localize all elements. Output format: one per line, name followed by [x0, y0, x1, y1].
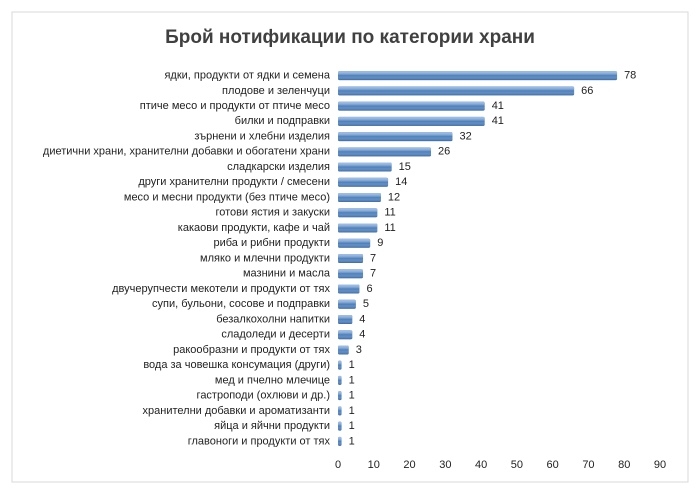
- y-tick-label: зърнени и хлебни изделия: [194, 130, 330, 142]
- y-tick-label: плодове и зеленчуци: [222, 85, 330, 97]
- chart-title: Брой нотификации по категории храни: [165, 27, 535, 48]
- data-label: 5: [363, 298, 369, 310]
- bar-shine: [338, 223, 378, 233]
- data-label: 9: [377, 237, 383, 249]
- y-tick-label: мед и пчелно млечице: [215, 374, 330, 386]
- bar-shine: [338, 116, 485, 126]
- data-label: 4: [359, 329, 365, 341]
- x-tick-label: 40: [475, 459, 487, 471]
- bar-shine: [338, 193, 381, 203]
- y-tick-label: сладкарски изделия: [227, 161, 330, 173]
- y-tick-label: мазнини и масла: [243, 268, 331, 280]
- bar-shine: [338, 254, 364, 263]
- y-tick-label: птиче месо и продукти от птиче месо: [140, 100, 330, 112]
- x-tick-label: 60: [547, 459, 559, 471]
- data-label: 4: [359, 313, 365, 325]
- bar-shine: [338, 406, 342, 416]
- y-tick-label: какаови продукти, кафе и чай: [178, 222, 330, 234]
- bar-shine: [338, 421, 342, 431]
- bar-shine: [338, 269, 364, 279]
- data-label: 32: [459, 130, 471, 142]
- data-label: 41: [492, 100, 504, 112]
- x-tick-label: 20: [403, 459, 415, 471]
- y-tick-label: месо и месни продукти (без птиче месо): [124, 191, 330, 203]
- y-tick-label: яйца и яйчни продукти: [214, 420, 330, 432]
- bar-shine: [338, 436, 342, 446]
- x-tick-label: 90: [654, 459, 666, 471]
- bar-shine: [338, 147, 432, 157]
- data-label: 1: [349, 435, 355, 447]
- bar-shine: [338, 345, 349, 355]
- bar-shine: [338, 162, 392, 172]
- bar-shine: [338, 391, 342, 401]
- x-tick-label: 0: [335, 459, 341, 471]
- y-tick-label: ракообразни и продукти от тях: [173, 344, 330, 356]
- bar-shine: [338, 314, 353, 324]
- data-label: 11: [384, 222, 395, 234]
- y-tick-label: гастроподи (охлюви и др.): [197, 390, 330, 402]
- bar-shine: [338, 71, 618, 81]
- bar-shine: [338, 375, 342, 385]
- data-label: 3: [356, 344, 362, 356]
- data-label: 12: [388, 191, 400, 203]
- y-tick-label: ядки, продукти от ядки и семена: [164, 70, 330, 82]
- data-label: 11: [384, 207, 395, 219]
- data-label: 1: [349, 405, 355, 417]
- data-label: 1: [349, 374, 355, 386]
- bar-shine: [338, 238, 371, 248]
- data-label: 1: [349, 390, 355, 402]
- data-label: 1: [349, 420, 355, 432]
- y-tick-label: вода за човешка консумация (други): [143, 359, 330, 371]
- y-tick-label: хранителни добавки и ароматизанти: [143, 405, 330, 417]
- data-label: 7: [370, 268, 376, 280]
- y-tick-label: други хранителни продукти / смесени: [138, 176, 330, 188]
- bar-shine: [338, 299, 356, 309]
- data-label: 15: [399, 161, 411, 173]
- data-label: 7: [370, 252, 376, 264]
- y-tick-label: безалкохолни напитки: [216, 313, 330, 325]
- y-tick-label: готови ястия и закуски: [215, 207, 330, 219]
- x-tick-label: 70: [582, 459, 594, 471]
- y-tick-label: двучерупчести мекотели и продукти от тях: [112, 283, 330, 295]
- data-label: 66: [581, 85, 593, 97]
- y-tick-label: билки и подправки: [235, 115, 330, 127]
- x-tick-label: 50: [511, 459, 523, 471]
- bar-shine: [338, 330, 353, 340]
- x-tick-label: 80: [618, 459, 630, 471]
- bar-shine: [338, 132, 453, 142]
- data-label: 78: [624, 70, 636, 82]
- y-tick-label: диетични храни, хранителни добавки и обо…: [43, 146, 330, 158]
- data-label: 1: [349, 359, 355, 371]
- bar-shine: [338, 177, 389, 187]
- data-label: 6: [366, 283, 372, 295]
- y-tick-label: супи, бульони, сосове и подправки: [152, 298, 330, 310]
- bar-shine: [338, 360, 342, 370]
- y-tick-label: риба и рибни продукти: [213, 237, 330, 249]
- bar-shine: [338, 86, 575, 96]
- y-tick-label: главоноги и продукти от тях: [188, 435, 331, 447]
- bar-shine: [338, 208, 378, 218]
- data-label: 26: [438, 146, 450, 158]
- data-label: 14: [395, 176, 407, 188]
- bar-shine: [338, 284, 360, 294]
- y-tick-label: сладоледи и десерти: [221, 329, 330, 341]
- y-tick-label: мляко и млечни продукти: [200, 252, 330, 264]
- bar-shine: [338, 101, 485, 111]
- x-tick-label: 10: [368, 459, 380, 471]
- x-tick-label: 30: [439, 459, 451, 471]
- data-label: 41: [492, 115, 504, 127]
